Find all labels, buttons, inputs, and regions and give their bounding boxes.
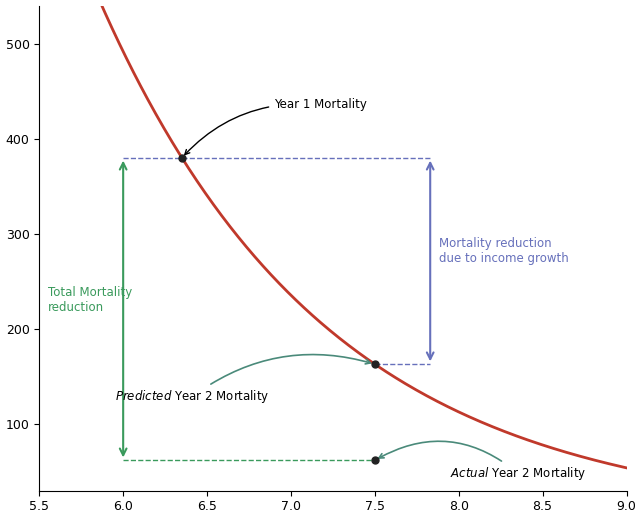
Text: $\it{Actual}$ Year 2 Mortality: $\it{Actual}$ Year 2 Mortality [379,441,587,482]
Text: Mortality reduction
due to income growth: Mortality reduction due to income growth [438,238,568,265]
Text: $\it{Predicted}$ Year 2 Mortality: $\it{Predicted}$ Year 2 Mortality [115,354,370,405]
Text: Total Mortality
reduction: Total Mortality reduction [48,285,132,313]
Text: Year 1 Mortality: Year 1 Mortality [185,98,367,155]
